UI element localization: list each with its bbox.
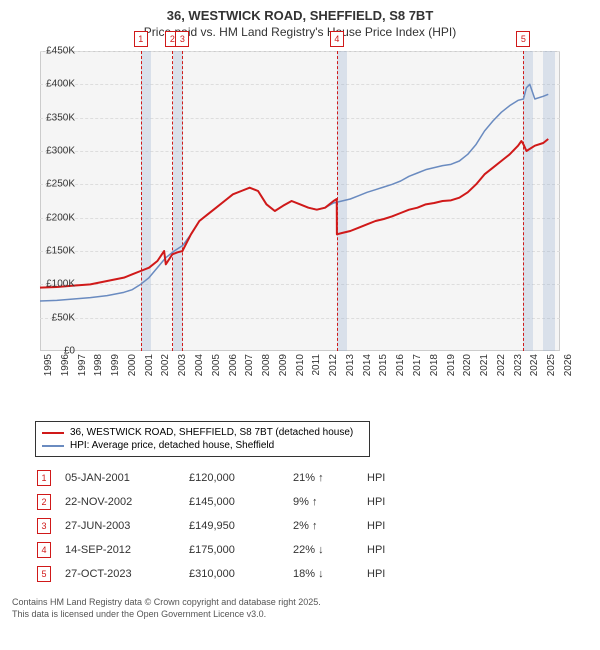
- sales-row: 3 27-JUN-2003£149,9502% ↑HPI: [37, 515, 397, 537]
- xtick-label: 2012: [328, 354, 339, 376]
- sale-price: £120,000: [189, 467, 291, 489]
- xtick-label: 2026: [563, 354, 574, 376]
- xtick-label: 2024: [529, 354, 540, 376]
- sale-number-box: 3: [37, 518, 51, 534]
- title-main: 36, WESTWICK ROAD, SHEFFIELD, S8 7BT: [4, 8, 596, 23]
- sales-row: 5 27-OCT-2023£310,00018% ↓HPI: [37, 563, 397, 585]
- ytick-label: £350K: [46, 112, 75, 123]
- xtick-label: 2022: [496, 354, 507, 376]
- footer: Contains HM Land Registry data © Crown c…: [12, 597, 600, 630]
- sale-ref: HPI: [367, 515, 397, 537]
- legend-swatch: [42, 432, 64, 434]
- sale-delta: 22% ↓: [293, 539, 365, 561]
- ytick-label: £400K: [46, 79, 75, 90]
- ytick-label: £50K: [52, 312, 75, 323]
- chart-area: 12345 £0£50K£100K£150K£200K£250K£300K£35…: [40, 51, 600, 381]
- legend-row: 36, WESTWICK ROAD, SHEFFIELD, S8 7BT (de…: [42, 426, 363, 439]
- sale-ref: HPI: [367, 539, 397, 561]
- sale-number-box: 4: [37, 542, 51, 558]
- sale-number-box: 2: [37, 494, 51, 510]
- xtick-label: 1996: [60, 354, 71, 376]
- xtick-label: 1999: [110, 354, 121, 376]
- xtick-label: 2023: [513, 354, 524, 376]
- sale-date: 27-OCT-2023: [65, 563, 187, 585]
- sales-row: 4 14-SEP-2012£175,00022% ↓HPI: [37, 539, 397, 561]
- xtick-label: 2006: [228, 354, 239, 376]
- sale-price: £310,000: [189, 563, 291, 585]
- xtick-label: 2004: [194, 354, 205, 376]
- sales-row: 2 22-NOV-2002£145,0009% ↑HPI: [37, 491, 397, 513]
- sale-date: 14-SEP-2012: [65, 539, 187, 561]
- xtick-label: 2016: [395, 354, 406, 376]
- legend-swatch: [42, 445, 64, 447]
- legend-label: HPI: Average price, detached house, Shef…: [70, 440, 274, 451]
- title-block: 36, WESTWICK ROAD, SHEFFIELD, S8 7BT Pri…: [0, 0, 600, 43]
- xtick-label: 2001: [144, 354, 155, 376]
- ytick-label: £200K: [46, 212, 75, 223]
- xtick-label: 2008: [261, 354, 272, 376]
- ytick-label: £100K: [46, 279, 75, 290]
- footer-line-1: Contains HM Land Registry data © Crown c…: [12, 597, 600, 609]
- xtick-label: 1998: [93, 354, 104, 376]
- sale-delta: 18% ↓: [293, 563, 365, 585]
- xtick-label: 2000: [127, 354, 138, 376]
- xtick-label: 2014: [362, 354, 373, 376]
- sale-date: 22-NOV-2002: [65, 491, 187, 513]
- legend-row: HPI: Average price, detached house, Shef…: [42, 439, 363, 452]
- xtick-label: 2020: [462, 354, 473, 376]
- ytick-label: £300K: [46, 146, 75, 157]
- sale-price: £149,950: [189, 515, 291, 537]
- sale-ref: HPI: [367, 467, 397, 489]
- ytick-label: £450K: [46, 46, 75, 57]
- xtick-label: 2007: [244, 354, 255, 376]
- footer-line-2: This data is licensed under the Open Gov…: [12, 609, 600, 621]
- ytick-label: £150K: [46, 246, 75, 257]
- xtick-label: 2003: [177, 354, 188, 376]
- legend-box: 36, WESTWICK ROAD, SHEFFIELD, S8 7BT (de…: [35, 421, 370, 457]
- xtick-label: 2018: [429, 354, 440, 376]
- sales-row: 1 05-JAN-2001£120,00021% ↑HPI: [37, 467, 397, 489]
- sale-price: £145,000: [189, 491, 291, 513]
- sale-number-box: 1: [37, 470, 51, 486]
- sale-marker-box: 5: [516, 31, 530, 47]
- xtick-label: 2017: [412, 354, 423, 376]
- xtick-label: 2025: [546, 354, 557, 376]
- xtick-label: 2010: [295, 354, 306, 376]
- sale-ref: HPI: [367, 563, 397, 585]
- sale-ref: HPI: [367, 491, 397, 513]
- sale-date: 27-JUN-2003: [65, 515, 187, 537]
- title-sub: Price paid vs. HM Land Registry's House …: [4, 25, 596, 39]
- xtick-label: 2011: [311, 354, 322, 376]
- sale-date: 05-JAN-2001: [65, 467, 187, 489]
- legend-label: 36, WESTWICK ROAD, SHEFFIELD, S8 7BT (de…: [70, 427, 353, 438]
- sale-delta: 9% ↑: [293, 491, 365, 513]
- xtick-label: 2005: [211, 354, 222, 376]
- sale-marker-box: 1: [134, 31, 148, 47]
- sales-table: 105-JAN-2001£120,00021% ↑HPI222-NOV-2002…: [35, 465, 399, 587]
- line-series-svg: [40, 51, 560, 351]
- sale-number-box: 5: [37, 566, 51, 582]
- xtick-label: 1997: [77, 354, 88, 376]
- sale-marker-box: 3: [175, 31, 189, 47]
- xtick-label: 1995: [43, 354, 54, 376]
- xtick-label: 2013: [345, 354, 356, 376]
- chart-container: 36, WESTWICK ROAD, SHEFFIELD, S8 7BT Pri…: [0, 0, 600, 630]
- ytick-label: £250K: [46, 179, 75, 190]
- xtick-label: 2009: [278, 354, 289, 376]
- sale-price: £175,000: [189, 539, 291, 561]
- series-line: [40, 139, 548, 288]
- xtick-label: 2002: [160, 354, 171, 376]
- xtick-label: 2021: [479, 354, 490, 376]
- sale-marker-box: 4: [330, 31, 344, 47]
- series-line: [40, 84, 548, 301]
- sale-delta: 21% ↑: [293, 467, 365, 489]
- sale-delta: 2% ↑: [293, 515, 365, 537]
- xtick-label: 2019: [446, 354, 457, 376]
- xtick-label: 2015: [378, 354, 389, 376]
